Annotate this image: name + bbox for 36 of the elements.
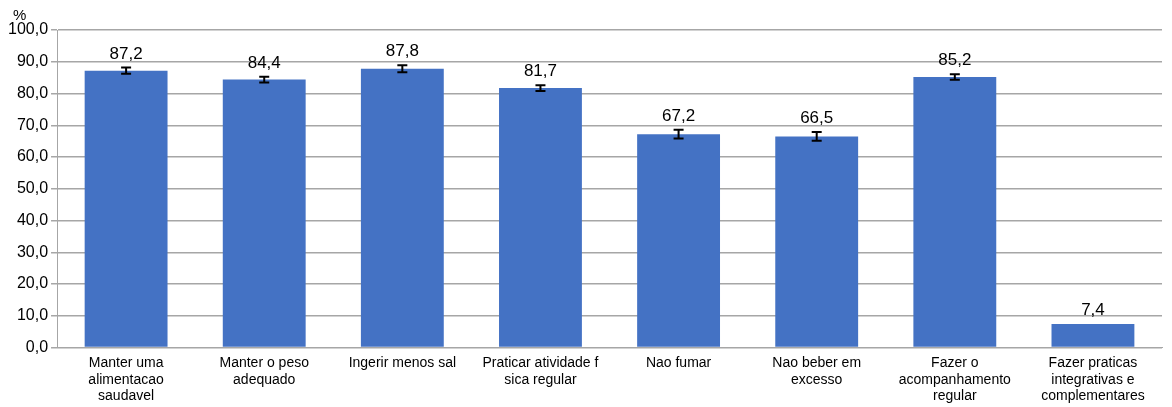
x-tick-label: Fazer praticas integrativas e complementares bbox=[1041, 353, 1145, 404]
x-tick-label: Nao fumar bbox=[645, 353, 712, 370]
x-tick-label: Ingerir menos sal bbox=[348, 353, 457, 370]
data-label: 84,4 bbox=[247, 52, 281, 72]
bar bbox=[637, 134, 721, 347]
y-tick-label: 60,0 bbox=[16, 147, 49, 165]
y-tick-label: 0,0 bbox=[25, 338, 49, 356]
y-tick-label: 30,0 bbox=[16, 242, 49, 260]
x-tick-label: Fazer o acompanhamento regular bbox=[898, 353, 1012, 404]
data-label: 67,2 bbox=[662, 105, 696, 125]
data-label: 66,5 bbox=[800, 108, 834, 128]
x-tick-label: Praticar atividade f sica regular bbox=[482, 353, 599, 387]
bar bbox=[499, 88, 582, 347]
x-tick-label: Nao beber em excesso bbox=[772, 353, 862, 387]
y-tick-label: 50,0 bbox=[16, 179, 49, 197]
bar bbox=[222, 79, 306, 347]
y-tick-label: 40,0 bbox=[16, 210, 49, 228]
y-tick-label: 70,0 bbox=[16, 115, 49, 133]
data-label: 87,8 bbox=[385, 41, 419, 61]
y-tick-label: 90,0 bbox=[16, 52, 49, 70]
y-axis-title: % bbox=[13, 5, 27, 23]
bar bbox=[775, 136, 859, 347]
bar bbox=[913, 77, 997, 347]
bar bbox=[1051, 324, 1135, 347]
data-label: 85,2 bbox=[938, 50, 972, 70]
x-tick-label: Manter o peso adequado bbox=[219, 353, 310, 387]
data-label: 7,4 bbox=[1081, 300, 1105, 320]
y-tick-label: 80,0 bbox=[16, 83, 49, 101]
data-label: 87,2 bbox=[109, 43, 143, 63]
y-tick-label: 10,0 bbox=[16, 306, 49, 324]
bar bbox=[84, 70, 168, 347]
y-tick-label: 20,0 bbox=[16, 274, 49, 292]
bar bbox=[360, 68, 444, 347]
x-tick-label: Manter uma alimentacao saudavel bbox=[88, 353, 165, 404]
data-label: 81,7 bbox=[523, 61, 558, 81]
y-tick-label: 100,0 bbox=[7, 20, 49, 38]
